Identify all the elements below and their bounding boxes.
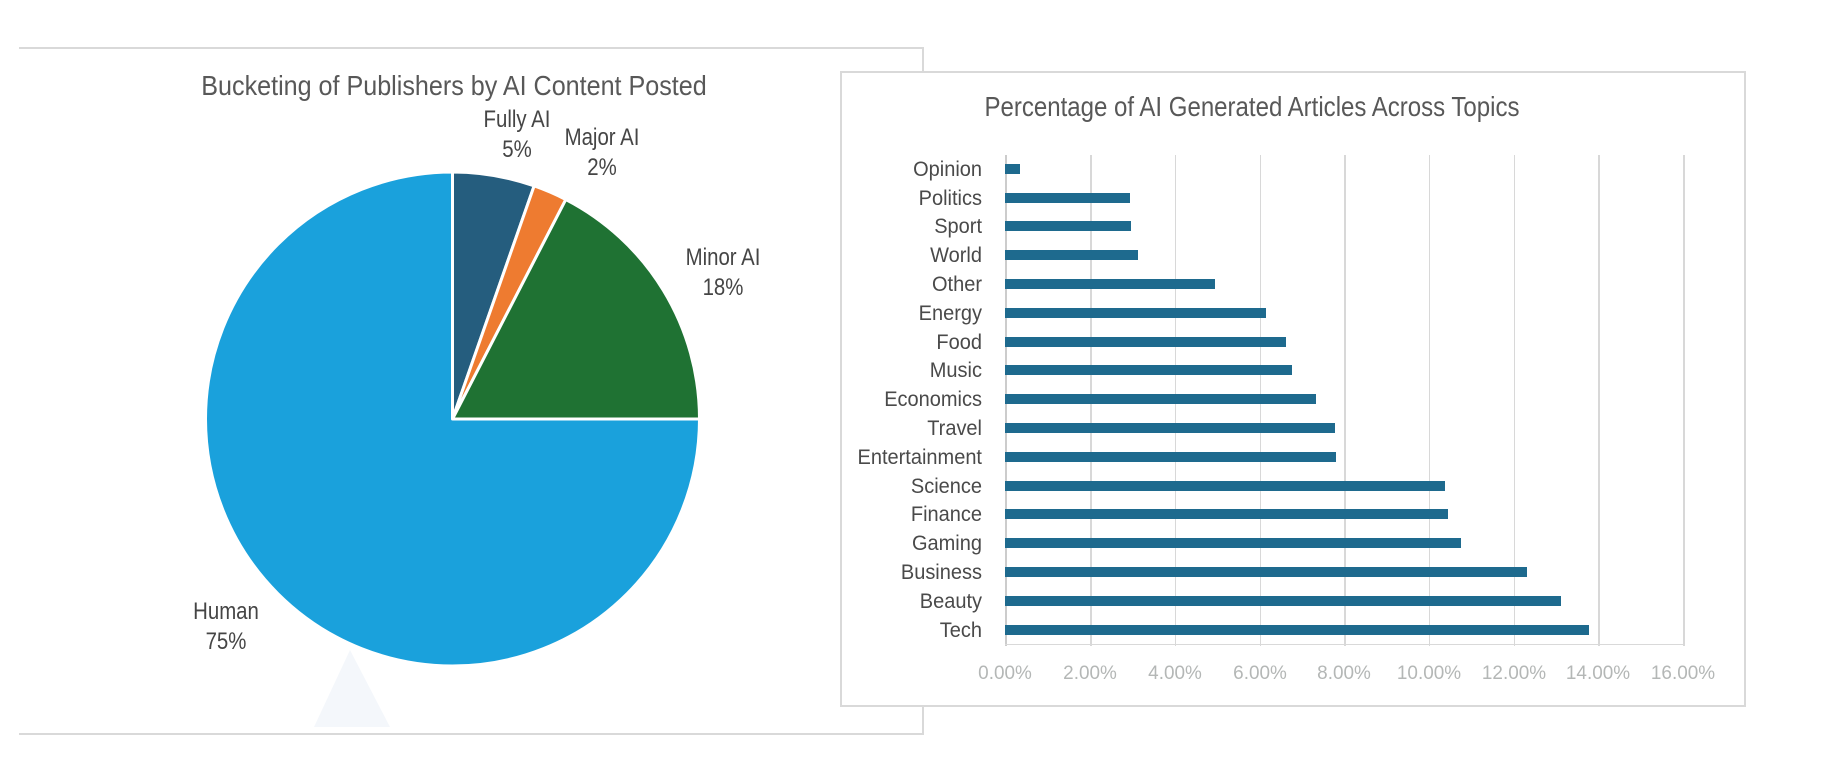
category-label-economics: Economics [884, 387, 982, 412]
category-label-other: Other [931, 272, 982, 297]
category-label-energy: Energy [918, 300, 982, 325]
pie-label-name: Minor AI [685, 244, 760, 271]
bar-economics [1005, 394, 1317, 405]
x-tick-label: 14.00% [1566, 662, 1631, 684]
pie-label-human: Human 75% [141, 597, 311, 656]
bar-food [1005, 336, 1287, 347]
pie-chart-title: Bucketing of Publishers by AI Content Po… [201, 69, 707, 101]
category-label-politics: Politics [918, 185, 982, 210]
bar-business [1005, 566, 1528, 577]
bar-energy [1005, 307, 1266, 318]
pie-label-major-ai: Major AI 2% [517, 123, 687, 182]
gridline-8.00% [1344, 154, 1346, 646]
bar-opinion [1005, 163, 1020, 174]
category-label-opinion: Opinion [913, 156, 982, 181]
category-label-sport: Sport [934, 214, 982, 239]
x-tick-label: 6.00% [1232, 662, 1287, 684]
gridline-16.00% [1683, 154, 1685, 646]
x-tick-label: 8.00% [1317, 662, 1371, 684]
bar-chart-title: Percentage of AI Generated Articles Acro… [984, 91, 1520, 122]
bar-science [1005, 480, 1446, 491]
bar-entertainment [1005, 451, 1336, 462]
pie-label-name: Fully AI [483, 106, 551, 133]
bar-music [1005, 365, 1292, 376]
category-label-beauty: Beauty [919, 588, 982, 613]
pie-label-name: Human [192, 598, 259, 625]
x-tick-label: 2.00% [1063, 662, 1117, 684]
category-label-science: Science [910, 473, 982, 498]
category-label-finance: Finance [910, 502, 982, 527]
gridline-14.00% [1598, 154, 1600, 646]
bar-travel [1005, 422, 1336, 433]
category-label-food: Food [936, 329, 982, 354]
x-tick-label: 16.00% [1650, 662, 1716, 684]
x-tick-label: 12.00% [1481, 662, 1546, 684]
gridline-10.00% [1428, 154, 1431, 646]
category-label-gaming: Gaming [911, 531, 982, 556]
category-label-world: World [930, 243, 982, 268]
bar-politics [1005, 192, 1130, 203]
pie-label-value: 18% [702, 273, 743, 301]
bar-gaming [1005, 538, 1462, 549]
category-axis-line [1005, 643, 1683, 645]
x-tick-label: 4.00% [1147, 662, 1202, 684]
gridline-12.00% [1513, 154, 1516, 646]
bar-tech [1005, 624, 1589, 635]
watermark-triangle-shape [314, 650, 390, 727]
bar-beauty [1005, 595, 1562, 606]
pie-label-minor-ai: Minor AI 18% [638, 243, 808, 302]
x-tick-label: 0.00% [978, 662, 1033, 684]
bar-other [1005, 279, 1216, 290]
pie-slice-human [204, 170, 701, 668]
category-label-business: Business [900, 559, 982, 584]
pie-label-value: 2% [587, 153, 617, 181]
category-label-music: Music [929, 358, 982, 383]
pie-label-name: Major AI [564, 124, 640, 151]
pie-slice-minor-ai [451, 198, 701, 421]
pie-label-fully-ai: Fully AI 5% [432, 105, 602, 164]
category-label-tech: Tech [939, 617, 982, 642]
pie-label-value: 75% [205, 627, 246, 655]
x-tick-label: 10.00% [1396, 662, 1461, 684]
bar-finance [1005, 509, 1448, 520]
pie-chart [204, 170, 701, 668]
category-label-travel: Travel [927, 415, 982, 440]
bar-sport [1005, 221, 1131, 232]
category-label-entertainment: Entertainment [857, 444, 982, 469]
bar-world [1005, 250, 1139, 261]
pie-label-value: 5% [502, 135, 532, 163]
